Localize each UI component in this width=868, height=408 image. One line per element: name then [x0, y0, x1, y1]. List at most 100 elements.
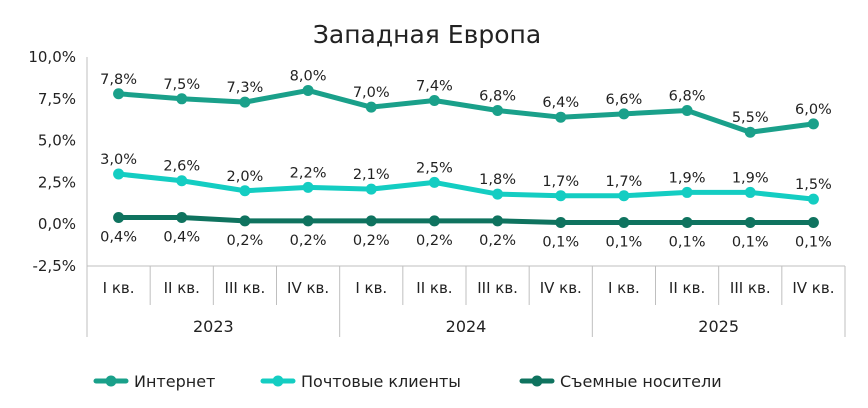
- legend-marker: [531, 375, 543, 387]
- data-point: [555, 111, 567, 123]
- legend-marker: [272, 375, 284, 387]
- axes-group: 10,0% 7,5% 5,0% 2,5% 0,0% -2,5% I кв. II кв. III…: [28, 48, 846, 337]
- data-label: 0,2%: [226, 233, 263, 249]
- data-label: 7,0%: [353, 85, 390, 101]
- data-label: 0,1%: [795, 235, 832, 251]
- data-label: 0,1%: [669, 235, 706, 251]
- data-label: 0,4%: [100, 230, 137, 246]
- data-label: 0,1%: [605, 235, 642, 251]
- x-tick-label: III кв.: [477, 279, 518, 297]
- y-tick-label: 2,5%: [38, 173, 76, 191]
- x-tick-label: III кв.: [730, 279, 771, 297]
- data-label: 0,2%: [353, 233, 390, 249]
- data-label: 7,5%: [163, 77, 200, 93]
- data-label: 0,1%: [732, 235, 769, 251]
- legend-label: Съемные носители: [560, 372, 722, 391]
- series-line: [116, 215, 816, 226]
- data-point: [492, 188, 504, 200]
- series-line: [116, 171, 816, 202]
- data-point: [681, 105, 693, 117]
- year-label: 2024: [446, 317, 487, 336]
- data-point: [365, 215, 377, 227]
- data-point: [176, 212, 188, 224]
- data-label: 2,5%: [416, 160, 453, 176]
- data-label: 2,6%: [163, 159, 200, 175]
- x-tick-label: II кв.: [669, 279, 705, 297]
- x-tick-label: IV кв.: [287, 279, 329, 297]
- data-point: [113, 212, 125, 224]
- series-line: [116, 87, 816, 135]
- data-label: 6,8%: [669, 89, 706, 105]
- data-label: 1,8%: [479, 172, 516, 188]
- data-point: [807, 118, 819, 130]
- data-point: [492, 215, 504, 227]
- data-point: [681, 186, 693, 198]
- data-label: 2,0%: [226, 169, 263, 185]
- data-label: 6,8%: [479, 89, 516, 105]
- data-label: 7,4%: [416, 78, 453, 94]
- data-point: [681, 217, 693, 229]
- x-tick-label: II кв.: [164, 279, 200, 297]
- data-point: [618, 190, 630, 202]
- data-label: 1,5%: [795, 177, 832, 193]
- legend-marker: [105, 375, 117, 387]
- x-tick-label: IV кв.: [540, 279, 582, 297]
- y-tick-label: -2,5%: [32, 257, 76, 275]
- y-tick-label: 0,0%: [38, 215, 76, 233]
- chart-title: Западная Европа: [313, 20, 541, 49]
- data-point: [492, 105, 504, 117]
- data-point: [555, 217, 567, 229]
- data-point: [744, 217, 756, 229]
- data-label: 0,4%: [163, 230, 200, 246]
- data-point: [302, 181, 314, 193]
- data-point: [113, 88, 125, 100]
- y-tick-label: 5,0%: [38, 132, 76, 150]
- data-point: [176, 93, 188, 105]
- data-label: 3,0%: [100, 152, 137, 168]
- data-point: [428, 176, 440, 188]
- data-label: 1,7%: [605, 174, 642, 190]
- data-point: [428, 215, 440, 227]
- data-labels-group: 7,8% 7,5% 7,3% 8,0% 7,0% 7,4% 6,8% 6,4% 6,6% 6,8%…: [100, 68, 832, 250]
- data-point: [744, 186, 756, 198]
- data-label: 0,2%: [479, 233, 516, 249]
- data-point: [302, 215, 314, 227]
- data-label: 7,8%: [100, 72, 137, 88]
- data-label: 6,6%: [605, 92, 642, 108]
- data-label: 0,1%: [542, 235, 579, 251]
- legend-label: Почтовые клиенты: [301, 372, 461, 391]
- x-tick-label: III кв.: [225, 279, 266, 297]
- legend-label: Интернет: [134, 372, 215, 391]
- data-point: [239, 96, 251, 108]
- data-label: 6,4%: [542, 95, 579, 111]
- x-tick-label: I кв.: [103, 279, 135, 297]
- data-point: [744, 126, 756, 138]
- data-label: 5,5%: [732, 110, 769, 126]
- x-tick-label: IV кв.: [792, 279, 834, 297]
- series-group: [113, 84, 819, 229]
- data-label: 0,2%: [416, 233, 453, 249]
- data-point: [807, 217, 819, 229]
- data-point: [302, 84, 314, 96]
- data-label: 1,9%: [732, 170, 769, 186]
- data-point: [618, 217, 630, 229]
- data-point: [113, 168, 125, 180]
- data-point: [239, 185, 251, 197]
- data-label: 2,1%: [353, 167, 390, 183]
- x-tick-label: I кв.: [608, 279, 640, 297]
- data-point: [176, 175, 188, 187]
- data-label: 7,3%: [226, 80, 263, 96]
- data-point: [555, 190, 567, 202]
- y-tick-label: 7,5%: [38, 90, 76, 108]
- x-tick-label: II кв.: [416, 279, 452, 297]
- year-label: 2023: [193, 317, 234, 336]
- x-tick-label: I кв.: [355, 279, 387, 297]
- data-label: 1,7%: [542, 174, 579, 190]
- data-label: 6,0%: [795, 102, 832, 118]
- data-point: [428, 94, 440, 106]
- data-point: [239, 215, 251, 227]
- data-point: [365, 183, 377, 195]
- y-tick-label: 10,0%: [28, 48, 76, 66]
